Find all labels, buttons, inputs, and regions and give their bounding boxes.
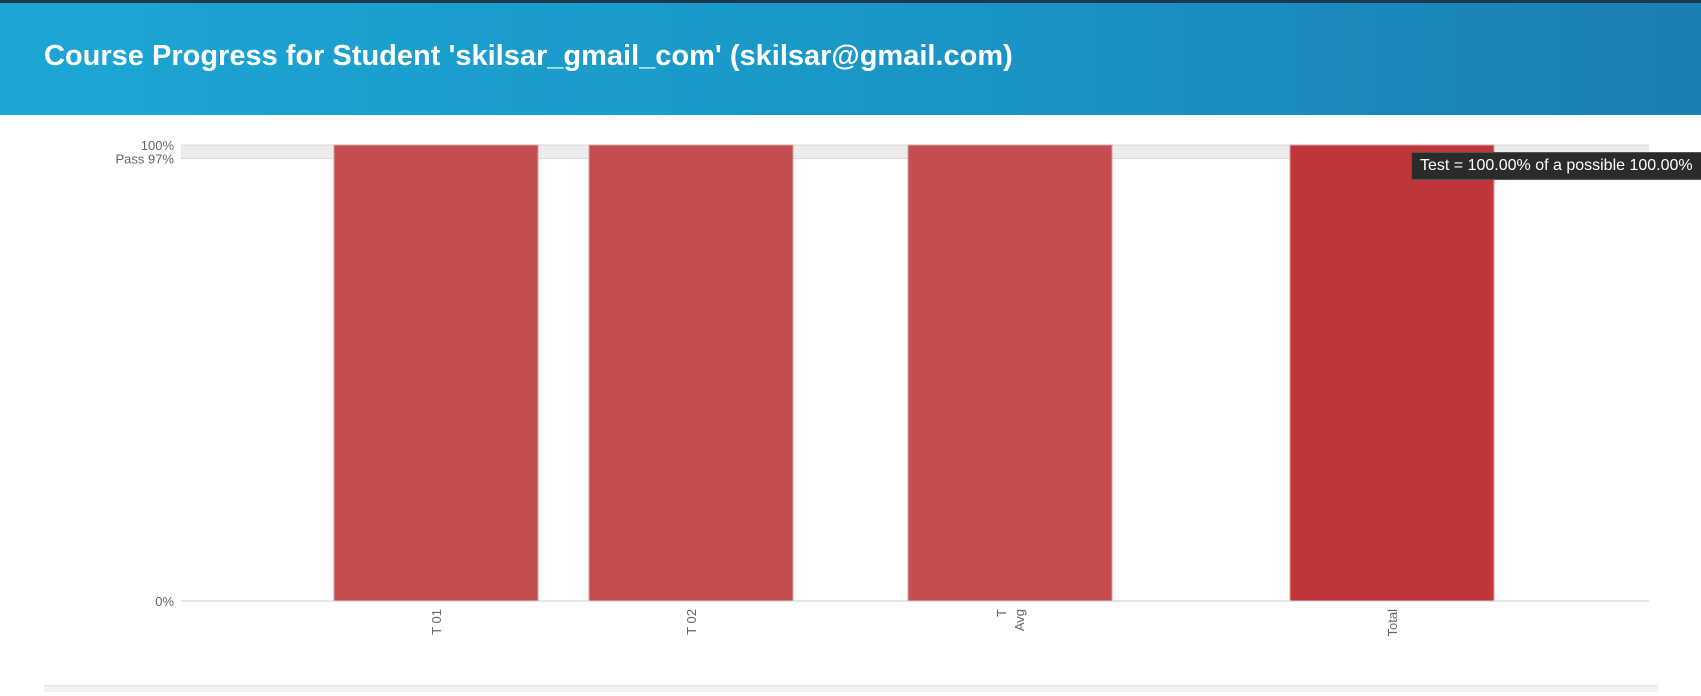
y-tick-label: Pass 97% — [115, 152, 174, 167]
x-tick-label: T 02 — [684, 609, 699, 635]
footer-divider — [44, 685, 1658, 692]
bar-t-avg[interactable] — [907, 144, 1113, 602]
bars — [333, 144, 1495, 602]
x-tick-label: T 01 — [429, 609, 444, 635]
page-title: Course Progress for Student 'skilsar_gma… — [44, 40, 1013, 72]
x-tick-label: Avg — [1012, 609, 1027, 631]
top-border — [0, 0, 1701, 3]
y-axis-labels: 100%Pass 97% 0% — [115, 138, 174, 609]
progress-chart: 100% Pass 97% 0% T 01 T 02 T Avg Total — [0, 115, 1701, 691]
bar-total[interactable] — [1289, 144, 1495, 602]
x-tick-label: Total — [1385, 609, 1400, 637]
x-axis-labels: T 01 T 02 T Avg Total — [429, 609, 1400, 637]
page-header: Course Progress for Student 'skilsar_gma… — [0, 3, 1701, 115]
bar-t-01[interactable] — [333, 144, 539, 602]
bar-t-02[interactable] — [588, 144, 794, 602]
y-tick-label: 0% — [155, 594, 174, 609]
bar-chart-svg: 100%Pass 97% 0% T 01 T 02 T Avg Total — [115, 138, 1649, 637]
y-tick-label: 100% — [141, 138, 175, 153]
x-tick-label: T — [994, 609, 1009, 617]
bar-tooltip: Test = 100.00% of a possible 100.00% — [1411, 152, 1701, 180]
